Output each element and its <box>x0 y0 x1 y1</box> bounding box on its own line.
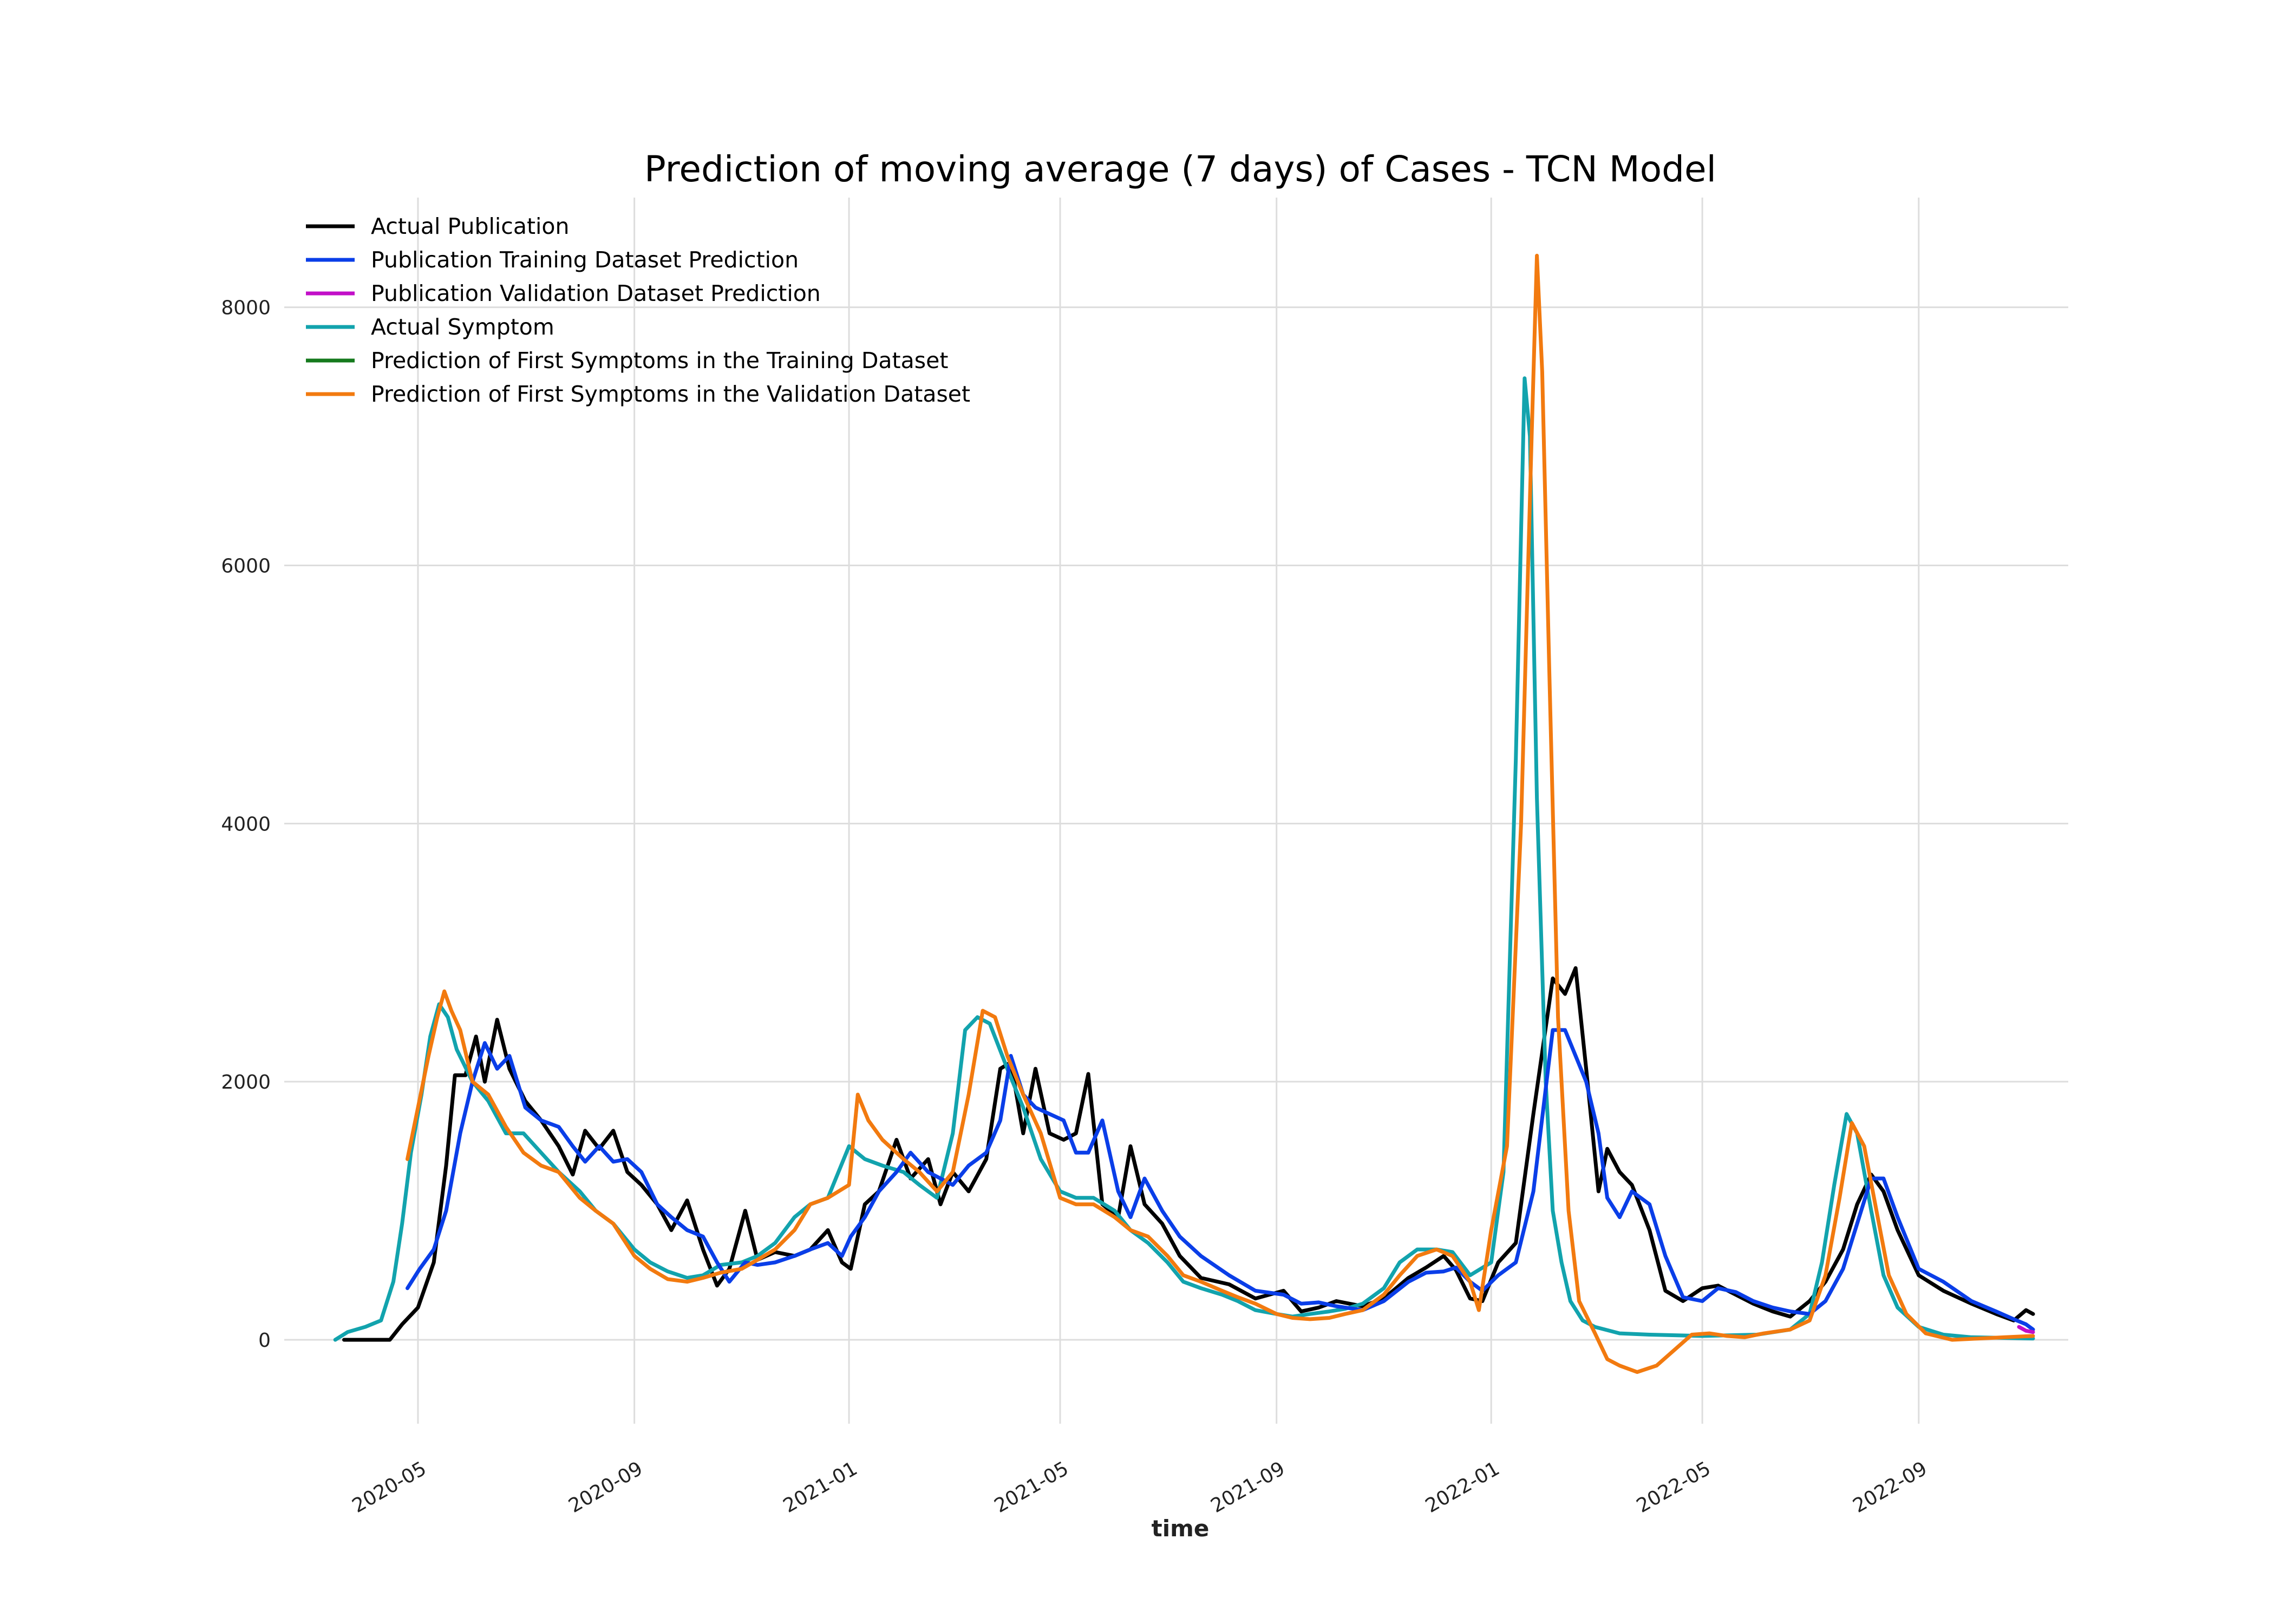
x-tick-label: 2022-05 <box>1633 1457 1715 1517</box>
x-tick-label: 2020-05 <box>349 1457 430 1517</box>
legend-label: Prediction of First Symptoms in the Trai… <box>371 348 948 374</box>
y-axis-ticks: 0 2000 4000 6000 8000 <box>221 297 271 1352</box>
y-tick-label: 6000 <box>221 555 271 578</box>
legend-label: Actual Publication <box>371 213 569 239</box>
x-tick-label: 2022-09 <box>1850 1457 1931 1517</box>
y-tick-label: 4000 <box>221 813 271 835</box>
grid-lines <box>284 198 2068 1424</box>
y-tick-label: 8000 <box>221 297 271 319</box>
legend-label: Actual Symptom <box>371 314 554 340</box>
legend: Actual Publication Publication Training D… <box>306 213 970 407</box>
y-tick-label: 2000 <box>221 1071 271 1093</box>
legend-label: Publication Validation Dataset Predictio… <box>371 280 821 306</box>
y-tick-label: 0 <box>258 1330 271 1352</box>
series-line-1 <box>406 1028 2035 1332</box>
x-tick-label: 2021-05 <box>991 1457 1073 1517</box>
series-line-2 <box>2017 1325 2035 1334</box>
series-lines <box>333 253 2035 1374</box>
x-axis-label: time <box>1152 1515 1210 1542</box>
series-line-5 <box>406 253 2035 1374</box>
chart-title: Prediction of moving average (7 days) of… <box>644 148 1716 190</box>
x-tick-label: 2022-01 <box>1422 1457 1504 1517</box>
x-axis-ticks: 2020-05 2020-09 2021-01 2021-05 2021-09 2022-… <box>349 1457 1931 1517</box>
legend-label: Publication Training Dataset Prediction <box>371 247 799 273</box>
x-tick-label: 2020-09 <box>565 1457 646 1517</box>
x-tick-label: 2021-01 <box>780 1457 861 1517</box>
x-tick-label: 2021-09 <box>1207 1457 1289 1517</box>
legend-label: Prediction of First Symptoms in the Vali… <box>371 381 970 407</box>
series-line-3 <box>333 376 2035 1342</box>
